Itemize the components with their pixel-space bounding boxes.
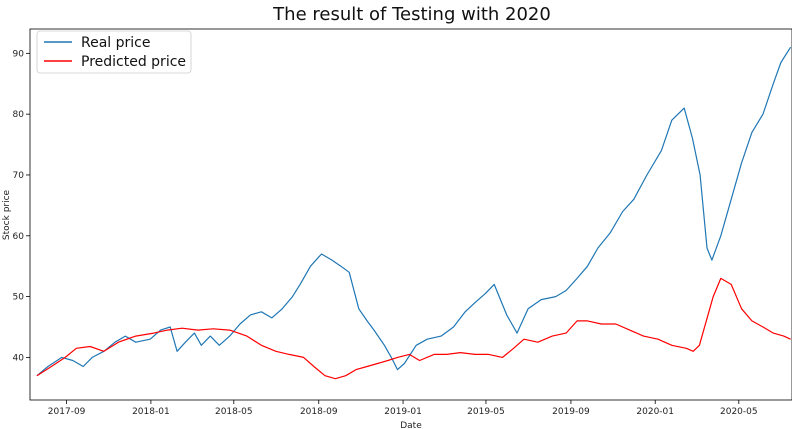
x-tick-label: 2019-01 — [384, 407, 422, 417]
legend-label: Real price — [81, 35, 150, 51]
y-tick-label: 60 — [13, 232, 25, 242]
x-tick-label: 2018-01 — [132, 407, 170, 417]
series-line-real-price — [36, 46, 792, 377]
y-tick-label: 70 — [13, 171, 25, 181]
x-tick-label: 2020-05 — [720, 407, 758, 417]
y-tick-label: 90 — [13, 49, 25, 59]
plot-frame — [29, 28, 792, 401]
y-tick-label: 80 — [13, 110, 25, 120]
chart-title: The result of Testing with 2020 — [272, 4, 551, 25]
x-axis-label: Date — [400, 421, 422, 429]
x-tick-label: 2018-05 — [215, 407, 253, 417]
x-tick-label: 2019-05 — [467, 407, 505, 417]
legend: Real price Predicted price — [36, 30, 192, 74]
y-tick-label: 40 — [13, 353, 25, 363]
x-tick-label: 2017-09 — [48, 407, 86, 417]
y-tick-label: 50 — [13, 293, 25, 303]
x-axis: 2017-09 2018-01 2018-05 2018-09 2019-01 2019-… — [48, 400, 758, 417]
legend-box — [36, 30, 192, 74]
x-tick-label: 2020-01 — [636, 407, 674, 417]
plot-area: 2017-09 2018-01 2018-05 2018-09 2019-01 2019-… — [13, 28, 792, 417]
series-line-predicted-price — [36, 277, 791, 380]
y-axis-label: Stock price — [2, 189, 12, 240]
series-layer — [36, 46, 792, 380]
legend-label: Predicted price — [81, 54, 186, 70]
x-tick-label: 2018-09 — [300, 407, 338, 417]
x-tick-label: 2019-09 — [552, 407, 590, 417]
y-axis: 40 50 60 70 80 90 — [13, 49, 30, 363]
